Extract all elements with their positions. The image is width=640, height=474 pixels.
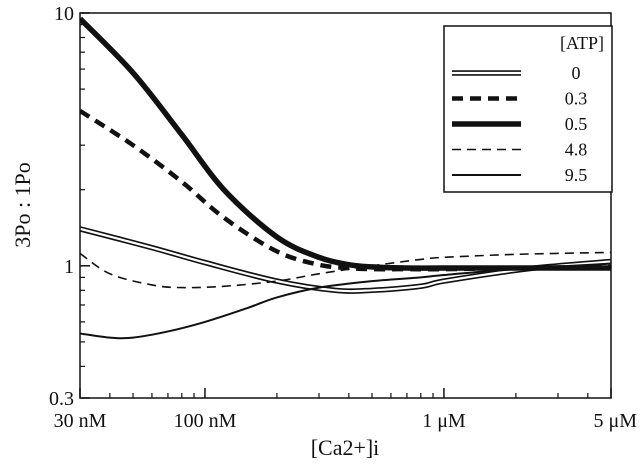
legend-entry: 4.8 [452, 140, 587, 160]
plot-frame [79, 12, 612, 399]
y-axis-title-text: 3Po : 1Po [10, 162, 35, 248]
x-tick-label: 1 μM [422, 410, 466, 432]
legend-entries: 0 0.3 0.5 4.8 9.5 [452, 63, 587, 185]
series-line-atp-9-5 [80, 262, 611, 340]
series-line-atp-0-5 [80, 16, 611, 271]
legend-entry: 9.5 [452, 165, 587, 185]
legend-box [443, 25, 613, 193]
series-line-atp-0 [80, 226, 611, 294]
x-tick-label: 5 μM [593, 410, 637, 432]
x-tick-label: 100 nM [174, 410, 237, 432]
legend-label: 0.5 [565, 114, 588, 134]
y-tick-label: 10 [54, 3, 74, 25]
svg-text:3Po : 1Po: 3Po : 1Po [10, 162, 35, 248]
legend-title: [ATP] [560, 33, 604, 53]
legend-entry: 0.5 [452, 114, 587, 134]
x-tick-label: 30 nM [54, 410, 107, 432]
legend-label: 0.3 [565, 89, 588, 109]
legend-label: 0 [572, 63, 581, 83]
y-tick-label: 0.3 [49, 388, 74, 410]
legend: [ATP] 0 0.3 0.5 4.8 9.5 [443, 25, 613, 193]
y-axis-title: 3Po : 1Po [10, 162, 35, 248]
legend-label: 9.5 [565, 165, 588, 185]
legend-entry: 0.3 [452, 89, 587, 109]
series-line-atp-4-8 [80, 251, 611, 289]
legend-label: 4.8 [565, 140, 588, 160]
x-axis-title: [Ca2+]i [311, 435, 380, 460]
y-tick-label: 1 [64, 256, 74, 278]
curves [80, 16, 611, 340]
legend-entry: 0 [452, 63, 581, 83]
